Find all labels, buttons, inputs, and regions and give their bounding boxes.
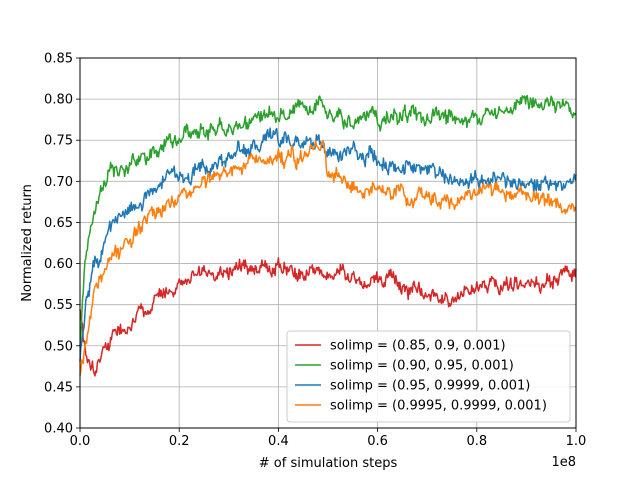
- y-tick-label: 0.40: [44, 422, 73, 437]
- x-tick-label: 0.4: [268, 434, 289, 449]
- y-tick-label: 0.80: [44, 93, 73, 108]
- y-tick-label: 0.75: [44, 134, 73, 149]
- series-line: [79, 127, 577, 362]
- legend-entry: solimp = (0.85, 0.9, 0.001): [330, 339, 506, 354]
- series-lines: [79, 94, 577, 377]
- axis-ticks: 0.0 0.2 0.4 0.6 0.8 1.0 0.40 0.45 0.50 0.55 0.60 0.…: [44, 52, 586, 450]
- legend-entry: solimp = (0.90, 0.95, 0.001): [330, 359, 514, 374]
- series-line: [79, 94, 577, 347]
- plot-frame: [79, 57, 577, 429]
- legend: solimp = (0.85, 0.9, 0.001) solimp = (0.9…: [286, 330, 571, 423]
- x-offset-label: 1e8: [551, 455, 576, 470]
- y-tick-label: 0.50: [44, 339, 73, 354]
- y-tick-label: 0.70: [44, 175, 73, 190]
- series-line: [79, 257, 577, 377]
- x-tick-label: 1.0: [566, 434, 587, 449]
- legend-entry: solimp = (0.95, 0.9999, 0.001): [330, 379, 530, 394]
- x-axis-label: # of simulation steps: [259, 456, 398, 471]
- y-tick-label: 0.85: [44, 52, 73, 67]
- x-tick-label: 0.2: [169, 434, 190, 449]
- legend-entry: solimp = (0.9995, 0.9999, 0.001): [330, 399, 547, 414]
- series-line: [79, 139, 577, 376]
- y-tick-label: 0.60: [44, 257, 73, 272]
- y-tick-label: 0.65: [44, 216, 73, 231]
- y-axis-label: Normalized return: [20, 184, 35, 302]
- x-tick-label: 0.6: [367, 434, 388, 449]
- x-tick-label: 0.8: [466, 434, 487, 449]
- legend-box: [286, 330, 571, 423]
- y-tick-label: 0.55: [44, 298, 73, 313]
- x-tick-label: 0.0: [70, 434, 91, 449]
- y-tick-label: 0.45: [44, 380, 73, 395]
